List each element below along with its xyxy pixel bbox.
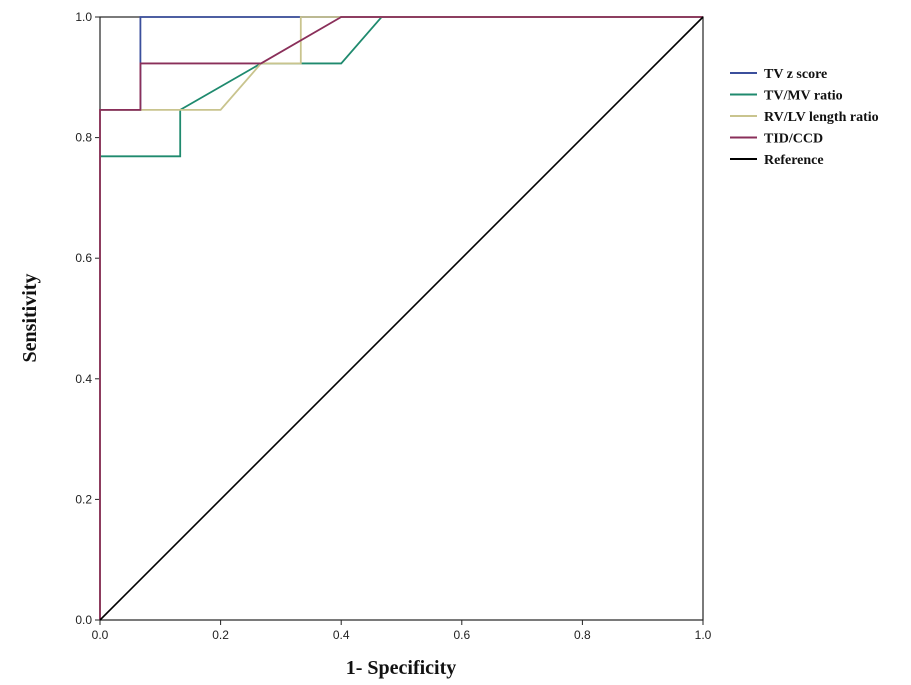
x-tick-label: 0.6 [453,628,470,642]
x-tick-label: 0.4 [333,628,350,642]
legend-label: TV/MV ratio [764,89,843,104]
axis-ticks: 0.0 0.2 0.4 0.6 0.8 1.0 0.0 0.2 0.4 0.6 0.8 1.0 [75,10,711,642]
y-tick-label: 0.6 [75,251,92,265]
legend-label: RV/LV length ratio [764,110,879,125]
y-tick-label: 1.0 [75,10,92,24]
x-axis-title: 1- Specificity [346,657,457,679]
x-tick-label: 0.8 [574,628,591,642]
legend: TV z score TV/MV ratio RV/LV length ratio T… [730,67,879,168]
y-tick-label: 0.8 [75,131,92,145]
series-line-reference [99,16,704,621]
x-tick-label: 1.0 [695,628,712,642]
legend-label: TID/CCD [764,132,823,147]
y-tick-label: 0.4 [75,372,92,386]
series-line-tv-mv-ratio [99,16,703,620]
y-axis-title: Sensitivity [19,274,41,363]
x-tick-label: 0.0 [92,628,109,642]
series-lines [99,16,704,621]
y-tick-label: 0.0 [75,613,92,627]
x-tick-label: 0.2 [212,628,229,642]
y-tick-label: 0.2 [75,492,92,506]
series-line-tid-ccd [99,16,703,620]
legend-label: TV z score [764,67,827,82]
legend-label: Reference [764,153,824,168]
